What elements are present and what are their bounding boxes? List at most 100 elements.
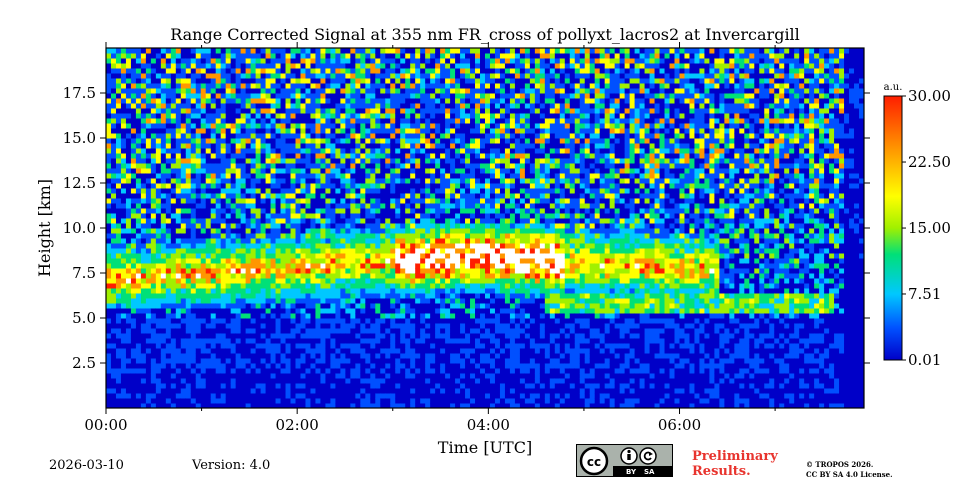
heatmap-cell <box>205 338 212 344</box>
heatmap-cell <box>415 293 421 299</box>
heatmap-cell <box>195 218 202 224</box>
heatmap-cell <box>155 363 162 369</box>
heatmap-cell <box>315 193 321 199</box>
heatmap-cell <box>175 368 182 374</box>
heatmap-cell <box>265 178 272 184</box>
heatmap-cell <box>106 218 112 224</box>
heatmap-cell <box>290 178 296 184</box>
heatmap-cell <box>345 133 351 139</box>
heatmap-cell <box>270 113 277 119</box>
heatmap-cell <box>435 113 441 119</box>
heatmap-cell <box>395 233 401 239</box>
heatmap-cell <box>435 188 441 194</box>
heatmap-cell <box>325 288 331 294</box>
heatmap-cell <box>225 153 232 159</box>
heatmap-cell <box>365 353 371 359</box>
heatmap-cell <box>220 218 227 224</box>
heatmap-cell <box>285 253 292 259</box>
heatmap-cell <box>390 88 396 94</box>
heatmap-cell <box>200 103 207 109</box>
heatmap-cell <box>285 373 292 379</box>
heatmap-cell <box>225 343 232 349</box>
heatmap-cell <box>225 188 232 194</box>
heatmap-cell <box>330 123 336 129</box>
heatmap-cell <box>235 348 242 354</box>
heatmap-cell <box>145 153 152 159</box>
heatmap-cell <box>290 328 296 334</box>
heatmap-cell <box>115 78 122 84</box>
heatmap-cell <box>250 253 257 259</box>
heatmap-cell <box>385 328 391 334</box>
heatmap-cell <box>135 158 142 164</box>
heatmap-cell <box>370 388 376 394</box>
heatmap-cell <box>365 203 371 209</box>
heatmap-cell <box>395 93 401 99</box>
heatmap-cell <box>275 208 282 214</box>
heatmap-cell <box>320 313 326 319</box>
heatmap-cell <box>350 163 356 169</box>
heatmap-cell <box>400 363 406 369</box>
heatmap-cell <box>280 343 287 349</box>
heatmap-cell <box>290 293 296 299</box>
heatmap-cell <box>285 78 292 84</box>
heatmap-cell <box>295 403 301 409</box>
heatmap-cell <box>120 133 127 139</box>
heatmap-cell <box>215 118 222 124</box>
heatmap-cell <box>106 103 112 109</box>
heatmap-cell <box>180 393 187 399</box>
heatmap-cell <box>445 58 451 64</box>
heatmap-cell <box>225 233 232 239</box>
heatmap-cell <box>290 378 296 384</box>
heatmap-cell <box>305 383 311 389</box>
heatmap-cell <box>330 208 336 214</box>
heatmap-cell <box>295 368 301 374</box>
heatmap-cell <box>125 298 132 304</box>
heatmap-cell <box>155 323 162 329</box>
heatmap-cell <box>165 368 172 374</box>
heatmap-cell <box>400 208 406 214</box>
heatmap-cell <box>415 203 421 209</box>
heatmap-cell <box>250 63 257 69</box>
heatmap-cell <box>285 58 292 64</box>
heatmap-cell <box>275 303 282 309</box>
heatmap-cell <box>110 78 117 84</box>
heatmap-cell <box>375 348 381 354</box>
heatmap-cell <box>410 288 416 294</box>
heatmap-cell <box>225 118 232 124</box>
heatmap-cell <box>320 298 326 304</box>
heatmap-cell <box>270 383 277 389</box>
heatmap-cell <box>275 103 282 109</box>
heatmap-cell <box>425 163 431 169</box>
heatmap-cell <box>345 138 351 144</box>
heatmap-cell <box>390 303 396 309</box>
heatmap-cell <box>265 348 272 354</box>
heatmap-cell <box>370 303 376 309</box>
heatmap-cell <box>385 168 391 174</box>
heatmap-cell <box>255 183 262 189</box>
heatmap-cell <box>310 273 316 279</box>
heatmap-cell <box>290 133 296 139</box>
heatmap-cell <box>380 163 386 169</box>
heatmap-cell <box>245 403 252 409</box>
heatmap-cell <box>345 63 351 69</box>
heatmap-cell <box>285 193 292 199</box>
heatmap-cell <box>140 168 147 174</box>
heatmap-cell <box>315 213 321 219</box>
heatmap-cell <box>325 143 331 149</box>
heatmap-cell <box>250 308 257 314</box>
heatmap-cell <box>305 143 311 149</box>
heatmap-cell <box>170 363 177 369</box>
heatmap-cell <box>280 258 287 264</box>
heatmap-cell <box>106 333 112 339</box>
heatmap-cell <box>235 188 242 194</box>
heatmap-cell <box>165 243 172 249</box>
heatmap-cell <box>440 208 446 214</box>
heatmap-cell <box>180 223 187 229</box>
heatmap-cell <box>295 178 301 184</box>
heatmap-cell <box>395 128 401 134</box>
heatmap-cell <box>280 208 287 214</box>
heatmap-cell <box>405 298 411 304</box>
heatmap-cell <box>215 198 222 204</box>
heatmap-cell <box>150 243 157 249</box>
heatmap-cell <box>155 78 162 84</box>
